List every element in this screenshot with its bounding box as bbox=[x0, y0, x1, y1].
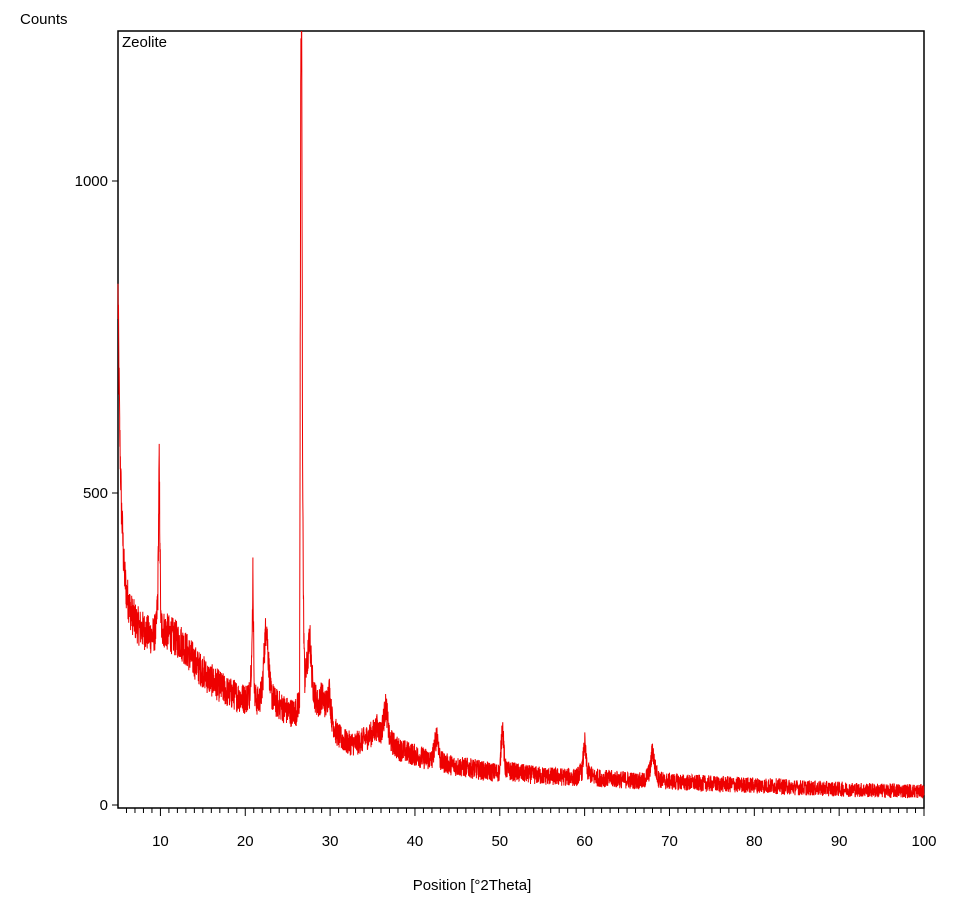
data-series-line bbox=[117, 30, 925, 799]
x-tick-label: 20 bbox=[237, 833, 254, 850]
x-axis-ticks: 10 20 30 40 50 60 70 80 90 100 bbox=[152, 808, 937, 850]
x-tick-label: 90 bbox=[831, 833, 848, 850]
y-axis-label: Counts bbox=[20, 11, 68, 28]
y-axis-ticks: 0 500 1000 bbox=[75, 173, 118, 814]
plot-frame bbox=[117, 30, 925, 809]
x-tick-label: 50 bbox=[491, 833, 508, 850]
x-tick-label: 80 bbox=[746, 833, 763, 850]
y-tick-label: 500 bbox=[83, 485, 108, 502]
series-annotation: Zeolite bbox=[122, 34, 167, 51]
x-tick-label: 60 bbox=[576, 833, 593, 850]
x-axis-minor-ticks bbox=[125, 808, 917, 813]
x-tick-label: 30 bbox=[322, 833, 339, 850]
x-tick-label: 10 bbox=[152, 833, 169, 850]
y-tick-label: 0 bbox=[100, 797, 108, 814]
x-axis-label: Position [°2Theta] bbox=[413, 877, 532, 894]
x-tick-label: 100 bbox=[911, 833, 936, 850]
x-tick-label: 70 bbox=[661, 833, 678, 850]
y-tick-label: 1000 bbox=[75, 173, 108, 190]
x-tick-label: 40 bbox=[407, 833, 424, 850]
